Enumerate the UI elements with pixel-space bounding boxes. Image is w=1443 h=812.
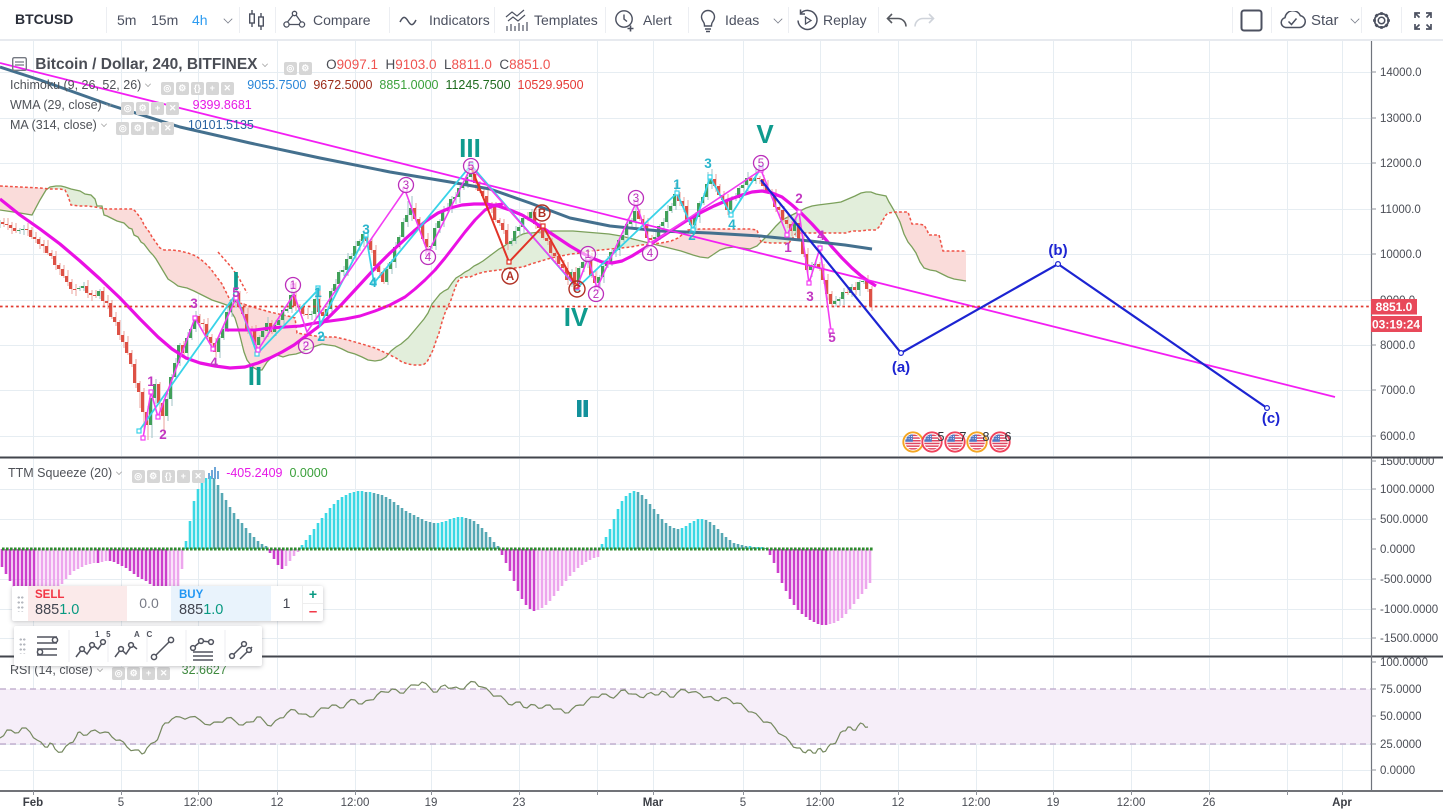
svg-text:3: 3 — [704, 156, 712, 171]
svg-text:1: 1 — [290, 280, 296, 292]
svg-text:(a): (a) — [892, 359, 910, 376]
svg-text:5: 5 — [468, 161, 474, 173]
svg-text:B: B — [538, 208, 546, 220]
svg-text:25.0000: 25.0000 — [1380, 739, 1422, 751]
svg-text:0.0000: 0.0000 — [1380, 544, 1415, 556]
svg-text:-500.0000: -500.0000 — [1380, 574, 1432, 586]
svg-text:2: 2 — [795, 191, 803, 206]
svg-text:5: 5 — [740, 797, 746, 809]
svg-text:11000.0: 11000.0 — [1380, 204, 1421, 216]
svg-text:2: 2 — [303, 341, 309, 353]
svg-text:4: 4 — [817, 228, 825, 243]
svg-text:6: 6 — [1005, 430, 1012, 444]
svg-text:7000.0: 7000.0 — [1380, 385, 1415, 397]
svg-text:13000.0: 13000.0 — [1380, 113, 1422, 125]
svg-text:(c): (c) — [1262, 410, 1280, 427]
svg-text:3: 3 — [806, 289, 814, 304]
svg-text:03:19:24: 03:19:24 — [1372, 318, 1420, 332]
svg-text:5: 5 — [758, 158, 764, 170]
svg-text:12:00: 12:00 — [962, 797, 991, 809]
svg-text:8: 8 — [983, 430, 990, 444]
svg-text:12000.0: 12000.0 — [1380, 158, 1422, 170]
svg-text:12:00: 12:00 — [341, 797, 370, 809]
svg-text:1: 1 — [147, 374, 155, 389]
svg-text:IV: IV — [564, 302, 589, 332]
svg-text:12:00: 12:00 — [806, 797, 835, 809]
svg-text:2: 2 — [159, 427, 167, 442]
svg-text:500.0000: 500.0000 — [1380, 514, 1428, 526]
svg-text:12:00: 12:00 — [1117, 797, 1146, 809]
svg-text:2: 2 — [688, 228, 696, 243]
svg-text:75.0000: 75.0000 — [1380, 684, 1422, 696]
svg-text:A: A — [506, 271, 514, 283]
svg-text:C: C — [573, 284, 581, 296]
svg-text:4: 4 — [728, 217, 736, 232]
svg-text:1500.0000: 1500.0000 — [1380, 456, 1434, 468]
svg-text:V: V — [756, 119, 774, 149]
svg-text:4: 4 — [647, 248, 654, 260]
svg-text:0.0000: 0.0000 — [1380, 765, 1415, 777]
svg-text:19: 19 — [425, 797, 438, 809]
svg-text:8000.0: 8000.0 — [1380, 340, 1415, 352]
svg-text:1: 1 — [585, 249, 591, 261]
svg-text:12:00: 12:00 — [184, 797, 213, 809]
svg-text:3: 3 — [403, 180, 409, 192]
svg-text:1: 1 — [314, 285, 322, 300]
svg-text:4: 4 — [369, 275, 377, 290]
svg-text:1000.0000: 1000.0000 — [1380, 484, 1434, 496]
svg-text:3: 3 — [633, 193, 639, 205]
svg-text:-1500.0000: -1500.0000 — [1380, 633, 1438, 645]
svg-text:3: 3 — [362, 222, 370, 237]
svg-text:50.0000: 50.0000 — [1380, 711, 1422, 723]
svg-text:3: 3 — [190, 296, 198, 311]
svg-text:(b): (b) — [1048, 242, 1067, 259]
svg-text:23: 23 — [513, 797, 526, 809]
svg-text:12: 12 — [271, 797, 284, 809]
svg-text:10000.0: 10000.0 — [1380, 249, 1422, 261]
svg-text:5: 5 — [828, 330, 836, 345]
svg-text:Mar: Mar — [643, 797, 664, 809]
svg-text:Apr: Apr — [1332, 797, 1352, 809]
svg-text:5: 5 — [118, 797, 124, 809]
svg-text:5: 5 — [232, 285, 240, 300]
svg-text:II: II — [248, 361, 262, 391]
svg-text:14000.0: 14000.0 — [1380, 67, 1422, 79]
svg-text:1: 1 — [673, 177, 681, 192]
svg-text:4: 4 — [425, 252, 432, 264]
svg-text:Feb: Feb — [23, 797, 43, 809]
svg-text:I: I — [232, 266, 239, 296]
svg-text:6000.0: 6000.0 — [1380, 431, 1415, 443]
svg-text:2: 2 — [593, 289, 599, 301]
svg-text:4: 4 — [210, 355, 218, 370]
svg-text:2: 2 — [317, 329, 325, 344]
svg-text:8851.0: 8851.0 — [1376, 300, 1413, 314]
svg-text:12: 12 — [892, 797, 905, 809]
svg-text:100.0000: 100.0000 — [1380, 657, 1428, 669]
svg-text:-1000.0000: -1000.0000 — [1380, 604, 1438, 616]
svg-text:19: 19 — [1047, 797, 1060, 809]
svg-text:5: 5 — [938, 430, 945, 444]
svg-text:III: III — [459, 133, 481, 163]
svg-text:1: 1 — [784, 240, 792, 255]
svg-text:7: 7 — [960, 430, 967, 444]
svg-text:26: 26 — [1203, 797, 1216, 809]
